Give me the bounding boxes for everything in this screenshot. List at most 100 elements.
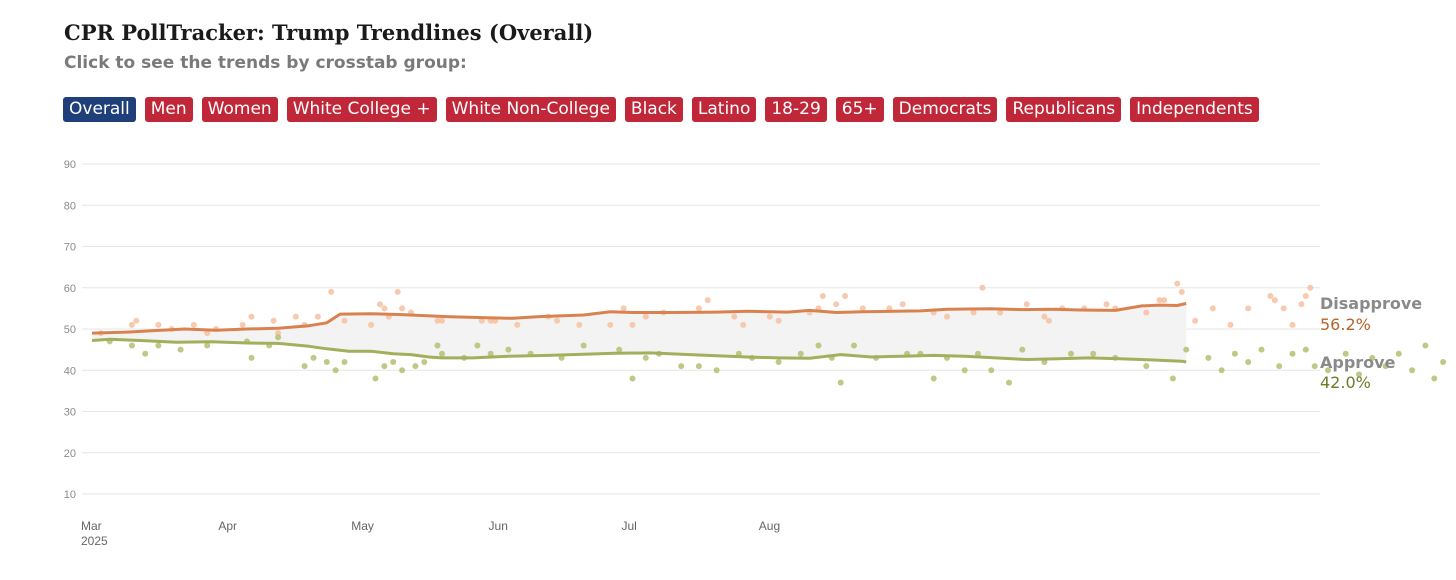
tab-men[interactable]: Men xyxy=(144,97,193,122)
x-tick-label-apr: Apr xyxy=(218,519,237,533)
approve-poll-dot xyxy=(1090,350,1097,357)
disapprove-poll-dot xyxy=(368,321,375,328)
disapprove-poll-dot xyxy=(1227,321,1234,328)
tab-white-non-college[interactable]: White Non-College xyxy=(445,97,616,122)
approve-poll-dot xyxy=(1245,359,1252,365)
disapprove-poll-dot xyxy=(1045,317,1052,324)
approve-poll-dot xyxy=(155,342,162,349)
y-tick-label-80: 80 xyxy=(64,200,76,212)
disapprove-poll-dot xyxy=(275,330,282,337)
x-tick-label-jul: Jul xyxy=(621,519,636,533)
approve-poll-dot xyxy=(421,359,428,365)
approve-poll-dot xyxy=(1311,363,1318,370)
disapprove-poll-dot xyxy=(629,321,636,328)
disapprove-poll-dot xyxy=(434,317,441,324)
tab-independents[interactable]: Independents xyxy=(1130,97,1259,122)
disapprove-series-name: Disapprove xyxy=(1320,294,1422,313)
approve-poll-dot xyxy=(629,375,636,382)
tab-white-college-plus[interactable]: White College + xyxy=(286,97,437,122)
disapprove-poll-dot xyxy=(979,284,986,291)
approve-poll-dot xyxy=(142,350,149,357)
tab-democrats[interactable]: Democrats xyxy=(892,97,998,122)
y-tick-label-30: 30 xyxy=(64,407,76,419)
disapprove-poll-dot xyxy=(128,321,135,328)
approve-poll-dot xyxy=(797,350,804,357)
disapprove-poll-dot xyxy=(341,317,348,324)
y-tick-label-10: 10 xyxy=(64,489,76,501)
disapprove-poll-dot xyxy=(1307,284,1314,291)
disapprove-poll-dot xyxy=(642,313,649,320)
approve-poll-dot xyxy=(505,346,512,353)
approve-poll-dot xyxy=(695,363,702,370)
disapprove-poll-dot xyxy=(328,288,335,295)
tab-overall[interactable]: Overall xyxy=(63,97,136,122)
y-tick-label-90: 90 xyxy=(64,159,76,171)
y-tick-label-50: 50 xyxy=(64,324,76,336)
approve-poll-dot xyxy=(713,367,720,374)
disapprove-poll-dot xyxy=(1302,293,1309,299)
disapprove-poll-dot xyxy=(1023,301,1030,308)
disapprove-poll-dot xyxy=(155,321,162,328)
approve-poll-dot xyxy=(1169,375,1176,382)
approve-poll-dot xyxy=(204,342,211,349)
disapprove-poll-dot xyxy=(704,297,711,304)
approve-poll-dot xyxy=(1231,350,1238,357)
tab-latino[interactable]: Latino xyxy=(691,97,757,122)
disapprove-poll-dot xyxy=(607,321,614,328)
approve-poll-dot xyxy=(439,350,445,357)
disapprove-poll-dot xyxy=(775,317,782,324)
approve-poll-dot xyxy=(837,379,844,386)
approve-trendline xyxy=(91,337,1187,364)
approve-poll-dot xyxy=(1325,367,1331,374)
trend-lines xyxy=(91,301,1187,364)
approve-poll-dot xyxy=(1431,375,1438,382)
approve-poll-dot xyxy=(1183,346,1190,353)
x-tick-sublabel: 2025 xyxy=(81,534,108,548)
approve-poll-dot xyxy=(248,354,255,361)
y-tick-label-20: 20 xyxy=(64,448,76,460)
approve-poll-dot xyxy=(1440,359,1447,365)
disapprove-poll-dot xyxy=(514,321,521,328)
disapprove-poll-dot xyxy=(439,317,445,324)
tab-18-29[interactable]: 18-29 xyxy=(765,97,827,122)
approve-poll-dot xyxy=(301,363,308,370)
disapprove-poll-dot xyxy=(740,321,747,328)
tab-republicans[interactable]: Republicans xyxy=(1006,97,1122,122)
approve-poll-dot xyxy=(616,346,623,353)
tab-65-plus[interactable]: 65+ xyxy=(835,97,884,122)
approve-poll-dot xyxy=(341,359,348,365)
y-axis: 10 20 30 40 50 60 70 80 90 xyxy=(64,159,76,501)
disapprove-poll-dot xyxy=(1245,305,1252,312)
disapprove-approve-gap xyxy=(92,303,1187,362)
approve-poll-dot xyxy=(642,354,649,361)
approve-poll-dot xyxy=(1422,342,1429,349)
y-tick-label-60: 60 xyxy=(64,283,76,295)
disapprove-poll-dot xyxy=(478,317,485,324)
approve-poll-dot xyxy=(775,359,782,365)
approve-poll-dot xyxy=(399,367,406,374)
approve-poll-dot xyxy=(1276,363,1283,370)
tab-women[interactable]: Women xyxy=(201,97,278,122)
x-tick-label-mar: Mar xyxy=(81,519,102,533)
disapprove-poll-dot xyxy=(833,301,840,308)
approve-last-value: 42.0% xyxy=(1320,373,1371,392)
approve-poll-dot xyxy=(474,342,481,349)
approve-poll-dot xyxy=(1356,371,1362,378)
tab-black[interactable]: Black xyxy=(624,97,683,122)
disapprove-poll-dot xyxy=(204,330,211,337)
disapprove-poll-dot xyxy=(1143,309,1150,316)
disapprove-poll-dot xyxy=(1103,301,1110,308)
disapprove-poll-dot xyxy=(376,301,383,308)
disapprove-poll-dot xyxy=(944,313,950,320)
approve-poll-dot xyxy=(1382,363,1389,370)
approve-poll-dot xyxy=(1143,363,1150,370)
chart-title: CPR PollTracker: Trump Trendlines (Overa… xyxy=(64,20,594,45)
approve-poll-dot xyxy=(1258,346,1265,353)
disapprove-poll-dot xyxy=(1271,297,1278,304)
approve-poll-dot xyxy=(1205,354,1212,361)
disapprove-poll-dot xyxy=(731,313,738,320)
approve-poll-dot xyxy=(412,363,419,370)
approve-poll-dot xyxy=(128,342,135,349)
approve-poll-dot xyxy=(580,342,587,349)
